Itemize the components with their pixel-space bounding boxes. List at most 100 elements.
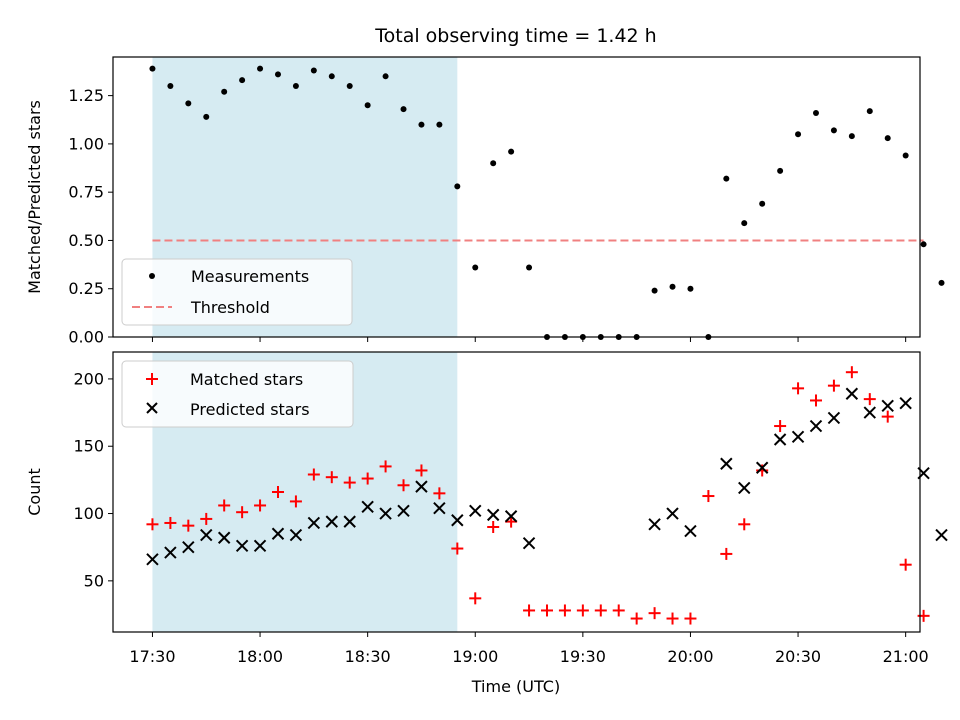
matched-point xyxy=(899,558,912,571)
predicted-point xyxy=(666,507,679,520)
matched-point xyxy=(236,506,249,519)
matched-point xyxy=(289,495,302,508)
measurement-point xyxy=(669,283,676,290)
predicted-point xyxy=(217,531,231,544)
predicted-point xyxy=(755,461,769,474)
y-tick-label: 0.25 xyxy=(68,279,104,298)
matched-point xyxy=(881,410,894,423)
matched-point xyxy=(469,592,482,605)
predicted-point xyxy=(289,528,303,542)
measurement-point xyxy=(777,167,784,174)
measurement-point xyxy=(274,71,281,78)
y-tick-label: 1.25 xyxy=(68,86,104,105)
legend-box xyxy=(121,360,354,428)
predicted-point xyxy=(881,399,894,413)
x-tick-label: 20:00 xyxy=(667,647,713,666)
y-tick-label: 0.50 xyxy=(68,231,104,250)
predicted-point xyxy=(235,539,249,553)
predicted-point xyxy=(307,516,321,530)
measurement-point xyxy=(454,183,461,190)
predicted-point xyxy=(648,518,661,531)
predicted-point xyxy=(935,528,948,542)
measurement-point xyxy=(759,200,766,207)
matched-point xyxy=(558,604,571,617)
matched-point xyxy=(451,542,464,555)
measurement-points xyxy=(149,65,945,340)
legend-box xyxy=(121,258,353,326)
matched-point xyxy=(487,521,500,533)
measurement-point xyxy=(239,77,246,84)
predicted-point xyxy=(863,406,876,419)
predicted-point xyxy=(397,504,410,518)
measurement-point xyxy=(436,121,443,128)
panel-count: 50 100 150 200 17:30 18:00 18:30 19:00 19:30 20:… xyxy=(25,351,948,696)
measurement-point xyxy=(508,148,515,155)
measurement-point xyxy=(328,73,335,80)
matched-point xyxy=(343,476,356,489)
measurement-point xyxy=(687,285,694,292)
matched-point xyxy=(845,366,858,379)
measurement-point xyxy=(723,175,730,182)
matched-point xyxy=(523,604,536,617)
predicted-point xyxy=(809,419,823,433)
y-tick-label: 100 xyxy=(73,504,104,523)
matched-point xyxy=(397,479,410,492)
measurement-point xyxy=(310,67,317,74)
predicted-point xyxy=(845,387,859,400)
y-tick-label: 1.00 xyxy=(68,134,104,153)
predicted-point xyxy=(899,396,912,410)
x-tick-label: 18:00 xyxy=(237,647,283,666)
predicted-point xyxy=(182,540,195,554)
legend-marker-measurements xyxy=(149,273,155,279)
x-tick-label: 19:00 xyxy=(452,647,498,666)
matched-point xyxy=(271,486,284,498)
x-tick-label: 20:30 xyxy=(775,647,821,666)
matched-point xyxy=(540,604,553,617)
predicted-point xyxy=(522,536,536,550)
measurement-point xyxy=(812,110,819,116)
measurement-point xyxy=(472,264,479,271)
measurement-point xyxy=(830,127,837,134)
measurement-point xyxy=(741,220,748,227)
measurement-point xyxy=(866,108,873,115)
y-ticks-count: 50 100 150 200 xyxy=(73,369,113,590)
y-axis-label-count: Count xyxy=(25,468,44,516)
legend-marker-matched xyxy=(146,373,158,385)
predicted-point xyxy=(361,500,374,514)
measurement-point xyxy=(418,121,425,128)
measurement-point xyxy=(292,82,299,89)
predicted-point xyxy=(720,457,733,470)
matched-point xyxy=(200,512,213,525)
legend-ratio: Measurements Threshold xyxy=(121,258,353,326)
x-tick-label: 17:30 xyxy=(129,647,175,666)
matched-point xyxy=(666,612,679,625)
predicted-point xyxy=(379,507,392,520)
measurement-point xyxy=(364,102,371,109)
panel-ratio: 0.00 0.25 0.50 0.75 1.00 1.25 Matched/Predict… xyxy=(25,56,945,347)
measurement-point xyxy=(185,100,192,107)
matched-point xyxy=(827,379,840,392)
axes-frame-ratio xyxy=(112,56,921,338)
predicted-point xyxy=(253,539,267,553)
predicted-point xyxy=(504,510,518,523)
predicted-point xyxy=(738,481,751,495)
predicted-point xyxy=(200,528,213,542)
matched-point xyxy=(684,612,697,625)
x-ticks-count: 17:30 18:00 18:30 19:00 19:30 20:00 20:30 21:00 xyxy=(129,632,929,666)
matched-point xyxy=(594,604,607,617)
measurement-point xyxy=(526,264,533,271)
matched-point xyxy=(809,394,822,407)
measurement-point xyxy=(382,73,389,80)
y-tick-label: 0.00 xyxy=(68,328,104,347)
predicted-point xyxy=(433,501,446,515)
matched-point xyxy=(630,612,643,625)
matched-point xyxy=(648,607,661,620)
y-tick-label: 200 xyxy=(73,369,104,388)
matched-point xyxy=(164,516,177,529)
measurement-point xyxy=(651,287,658,294)
legend-count: Matched stars Predicted stars xyxy=(121,360,354,428)
y-tick-label: 0.75 xyxy=(68,183,104,202)
measurement-point xyxy=(203,113,210,120)
y-ticks-ratio: 0.00 0.25 0.50 0.75 1.00 1.25 xyxy=(68,86,113,347)
